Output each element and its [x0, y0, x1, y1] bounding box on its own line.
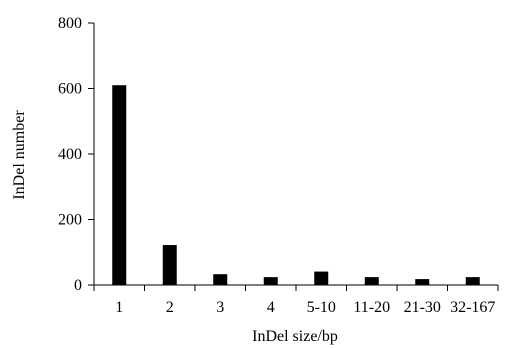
x-tick-label: 21-30	[404, 299, 441, 316]
y-ticks-group: 0 200 400 600 800	[58, 15, 94, 294]
bar-21-30	[415, 279, 430, 285]
axes-group	[93, 23, 498, 286]
x-ticks-group: 1 2 3 4 5-10 11-20 21-30 32-167	[93, 285, 499, 316]
y-tick-label: 0	[74, 277, 82, 294]
y-tick-label: 600	[58, 81, 82, 98]
bar-11-20	[364, 277, 379, 285]
y-axis-label: InDel number	[11, 110, 28, 200]
bar-3	[213, 274, 228, 285]
bar-4	[263, 277, 278, 285]
bars-group	[112, 85, 480, 285]
y-tick-label: 200	[58, 212, 82, 229]
x-tick-label: 1	[115, 299, 123, 316]
x-tick-label: 2	[166, 299, 174, 316]
bar-32-167	[465, 277, 480, 285]
x-tick-label: 3	[216, 299, 224, 316]
x-axis-label: InDel size/bp	[252, 328, 338, 345]
x-tick-label: 11-20	[353, 299, 390, 316]
bar-2	[162, 245, 177, 285]
bar-5-10	[314, 271, 329, 285]
y-tick-label: 800	[58, 15, 82, 32]
x-tick-label: 4	[267, 299, 275, 316]
y-tick-label: 400	[58, 146, 82, 163]
x-tick-label: 32-167	[450, 299, 495, 316]
x-tick-label: 5-10	[307, 299, 336, 316]
bar-1	[112, 85, 127, 285]
